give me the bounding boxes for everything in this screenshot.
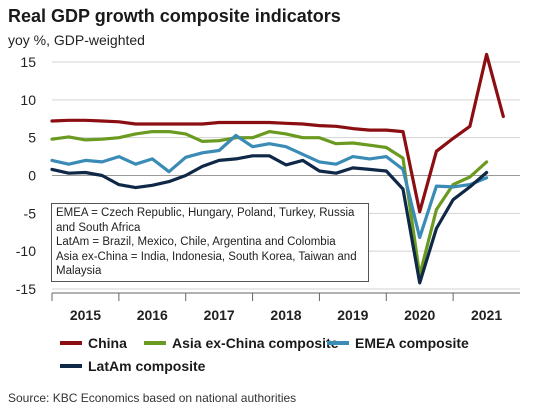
x-tick-label: 2019 xyxy=(337,307,368,323)
x-tick-label: 2016 xyxy=(137,307,168,323)
series-line-0 xyxy=(50,52,505,214)
annotation-line-latam: LatAm = Brazil, Mexico, Chile, Argentina… xyxy=(56,236,336,248)
x-tick-label: 2017 xyxy=(204,307,235,323)
legend-label-2: EMEA composite xyxy=(355,335,469,351)
x-tick-label: 2015 xyxy=(70,307,101,323)
annotation-line-emea: EMEA = Czech Republic, Hungary, Poland, … xyxy=(56,207,355,234)
legend-label-1: Asia ex-China composite xyxy=(172,335,339,351)
x-tick-label: 2020 xyxy=(404,307,435,323)
chart-subtitle: yoy %, GDP-weighted xyxy=(8,32,145,48)
x-tick-label: 2018 xyxy=(270,307,301,323)
y-tick-label: 10 xyxy=(20,92,36,108)
x-axis: 2015 2016 2017 2018 2019 2020 2021 xyxy=(51,292,520,323)
series-line-1 xyxy=(50,130,489,277)
source-note: Source: KBC Economics based on national … xyxy=(8,391,297,405)
y-tick-label: -10 xyxy=(16,243,36,259)
legend-label-3: LatAm composite xyxy=(88,358,206,374)
x-tick-label: 2021 xyxy=(471,307,502,323)
y-axis-ticks: 15 10 5 0 -5 -10 -15 xyxy=(16,54,36,297)
y-tick-label: -15 xyxy=(16,281,36,297)
chart-title: Real GDP growth composite indicators xyxy=(8,6,341,26)
series-line-2 xyxy=(50,133,489,240)
legend: China Asia ex-China composite EMEA composi… xyxy=(60,335,469,374)
y-tick-label: 5 xyxy=(28,130,36,146)
y-tick-label: -5 xyxy=(24,205,37,221)
annotation-line-asia: Asia ex-China = India, Indonesia, South … xyxy=(56,250,357,278)
legend-label-0: China xyxy=(88,335,127,351)
series-lines xyxy=(50,52,505,285)
annotation-box: EMEA = Czech Republic, Hungary, Poland, … xyxy=(51,203,369,282)
y-tick-label: 0 xyxy=(28,168,36,184)
y-tick-label: 15 xyxy=(20,54,36,70)
series-line-3 xyxy=(50,154,489,285)
